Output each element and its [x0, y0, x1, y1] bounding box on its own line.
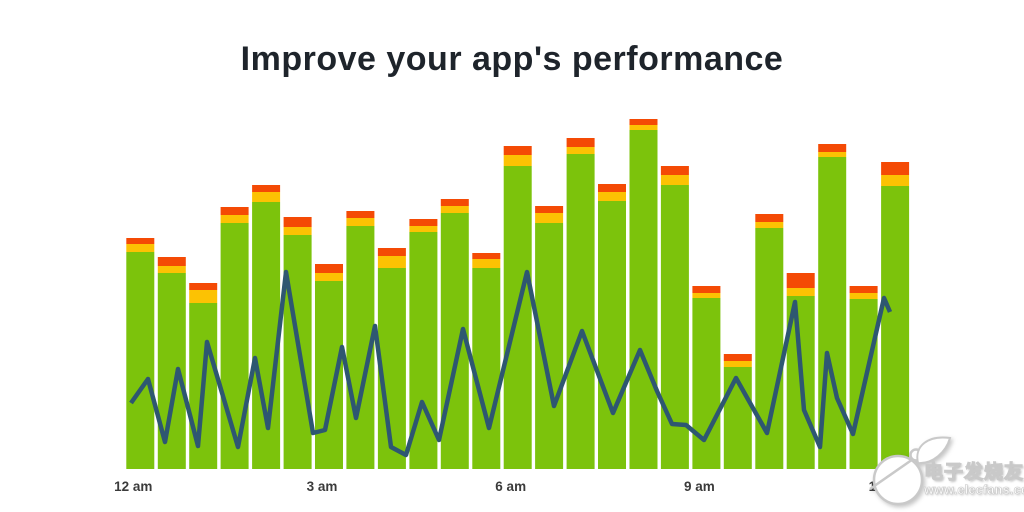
bar-10-segment-yellow	[440, 206, 469, 213]
bar-17-segment-green	[660, 185, 689, 469]
bar-24-segment-green	[881, 186, 910, 469]
bar-8-segment-orange	[377, 248, 406, 256]
bar-21-segment-orange	[786, 273, 815, 288]
bar-11-segment-orange	[472, 253, 501, 259]
bar-3-segment-yellow	[220, 215, 249, 223]
bar-21-segment-yellow	[786, 288, 815, 296]
bar-0-segment-yellow	[126, 244, 155, 252]
bar-0-segment-orange	[126, 238, 155, 244]
bar-1-segment-green	[157, 273, 186, 469]
bar-6-segment-yellow	[315, 273, 343, 281]
bar-12-segment-yellow	[503, 155, 532, 166]
bar-13-segment-yellow	[535, 213, 564, 223]
x-tick-label-6-am: 6 am	[495, 479, 526, 494]
bar-4-segment-yellow	[252, 192, 281, 202]
bar-7-segment-orange	[346, 211, 375, 218]
bar-23-segment-orange	[849, 286, 878, 293]
bar-5-segment-orange	[283, 217, 312, 227]
bar-24-segment-orange	[881, 162, 910, 175]
bar-22-segment-orange	[818, 144, 847, 152]
bar-11-segment-green	[472, 268, 501, 469]
bar-13-segment-green	[535, 223, 564, 469]
bar-15-segment-yellow	[598, 192, 626, 201]
x-tick-label-12-am: 12 am	[114, 479, 152, 494]
bar-11-segment-yellow	[472, 259, 501, 268]
bar-9-segment-yellow	[409, 226, 438, 232]
bar-17-segment-orange	[660, 166, 689, 175]
x-tick-label-3-am: 3 am	[307, 479, 338, 494]
watermark-cn-text: 电子发烧友	[924, 462, 1024, 484]
bar-10-segment-orange	[440, 199, 469, 206]
bar-1-segment-yellow	[157, 266, 186, 273]
bar-6-segment-orange	[315, 264, 343, 273]
bar-23-segment-yellow	[849, 293, 878, 299]
bar-22-segment-yellow	[818, 152, 847, 157]
bar-13-segment-orange	[535, 206, 564, 213]
bar-15-segment-green	[598, 201, 626, 469]
bar-5-segment-yellow	[283, 227, 312, 235]
bar-18-segment-yellow	[692, 293, 721, 298]
bar-19-segment-yellow	[723, 361, 752, 367]
bar-16-segment-yellow	[629, 125, 658, 130]
bar-14-segment-yellow	[566, 147, 595, 154]
bar-14-segment-green	[566, 154, 595, 469]
elecfans-logo-icon	[869, 436, 952, 506]
bar-1-segment-orange	[157, 257, 186, 266]
bar-24-segment-yellow	[881, 175, 910, 186]
bar-12-segment-orange	[503, 146, 532, 155]
bar-4-segment-orange	[252, 185, 281, 192]
watermark-url-text: www.elecfans.com	[924, 483, 1024, 498]
bar-20-segment-yellow	[755, 222, 784, 228]
trend-line	[129, 269, 893, 458]
page-title: Improve your app's performance	[240, 40, 784, 78]
bar-6-segment-green	[315, 281, 343, 469]
bar-7-segment-yellow	[346, 218, 375, 226]
bar-8-segment-yellow	[377, 256, 406, 268]
bar-16-segment-green	[629, 130, 658, 469]
bar-17-segment-yellow	[660, 175, 689, 185]
bar-18-segment-green	[692, 298, 721, 469]
bar-15-segment-orange	[598, 184, 626, 192]
bar-18-segment-orange	[692, 286, 721, 293]
bar-19-segment-orange	[723, 354, 752, 361]
bar-2-segment-orange	[189, 283, 218, 290]
bar-16-segment-orange	[629, 119, 658, 125]
bar-9-segment-orange	[409, 219, 438, 226]
bar-3-segment-orange	[220, 207, 249, 215]
bar-14-segment-orange	[566, 138, 595, 147]
x-tick-label-9-am: 9 am	[684, 479, 715, 494]
bar-0-segment-green	[126, 252, 155, 469]
bar-2-segment-yellow	[189, 290, 218, 303]
watermark: 电子发烧友 www.elecfans.com	[852, 420, 1024, 512]
bar-20-segment-orange	[755, 214, 784, 222]
